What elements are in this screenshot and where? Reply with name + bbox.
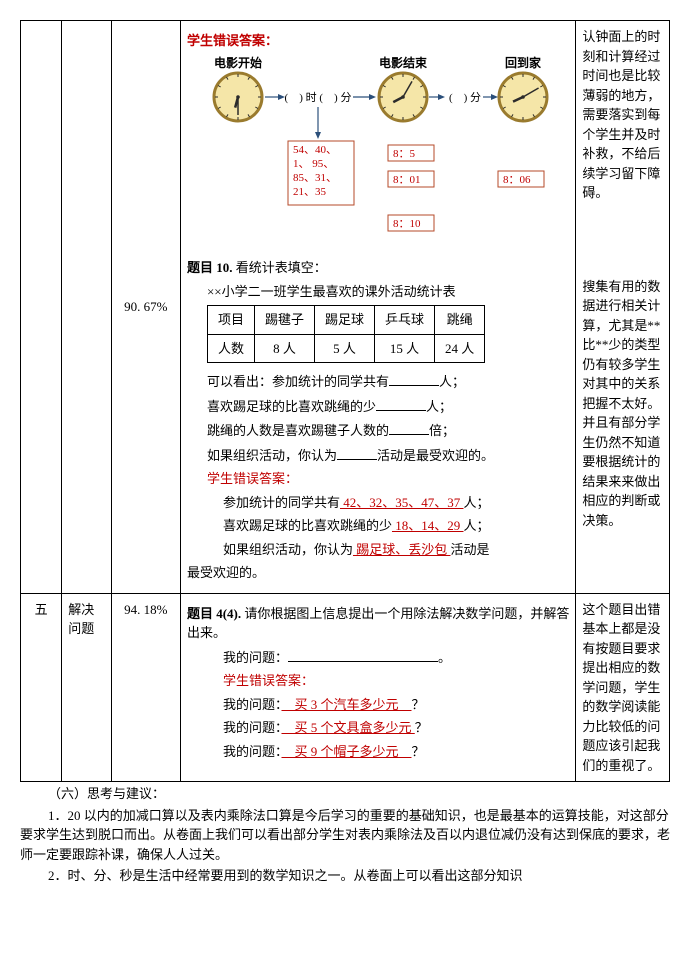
qmark: ？ xyxy=(412,744,425,759)
my-q-label: 我的问题： xyxy=(223,697,282,712)
remark-text: 搜集有用的数据进行相关计算，尤其是**比**少的类型仍有较多学生对其中的关系把握… xyxy=(582,277,663,531)
wrong-text: 人； xyxy=(464,518,490,533)
row-topic-solve: 五 解决问题 94. 18% 题目 4(4). 请你根据图上信息提出一个用除法解… xyxy=(21,593,670,782)
wrong-answer: 买 3 个汽车多少元 xyxy=(281,697,411,712)
wrong-text: 参加统计的同学共有 xyxy=(223,495,340,510)
qmark: ？ xyxy=(412,697,425,712)
blank xyxy=(389,420,429,435)
stat-title: ××小学二一班学生最喜欢的课外活动统计表 xyxy=(187,282,569,302)
footer-heading: （六）思考与建议： xyxy=(20,784,670,804)
svg-text:8：10: 8：10 xyxy=(393,218,421,230)
wrong-answer: 踢足球、丢沙包 xyxy=(353,542,451,557)
q10-title: 题目 10. xyxy=(187,260,233,275)
svg-text:8：5: 8：5 xyxy=(393,148,415,160)
footer-para: 2．时、分、秒是生活中经常要用到的数学知识之一。从卷面上可以看出这部分知识 xyxy=(20,866,670,886)
footer-text: （六）思考与建议： 1．20 以内的加减口算以及表内乘除法口算是今后学习的重要的… xyxy=(20,784,670,886)
remark-cell: 这个题目出错基本上都是没有按题目要求提出相应的数学问题，学生的数学阅读能力比较低… xyxy=(576,593,670,782)
wrong-answer: 42、32、35、47、37 xyxy=(340,495,464,510)
row-topic-10: 90. 67% 学生错误答案： 电影开始 电影结束 回到家 ( ) 时 ( ) 分 ( … xyxy=(21,21,670,594)
section-num: 五 xyxy=(21,593,62,782)
stat-header: 乒乓球 xyxy=(375,306,435,335)
dot: 。 xyxy=(438,650,451,665)
svg-text:8：06: 8：06 xyxy=(503,174,531,186)
blank xyxy=(288,647,438,662)
remark-cell: 认钟面上的时刻和计算经过时间也是比较薄弱的地方，需要落实到每个学生并及时补救，不… xyxy=(576,21,670,594)
svg-text:电影结束: 电影结束 xyxy=(379,55,428,70)
svg-text:( ) 分: ( ) 分 xyxy=(449,91,481,104)
content-cell: 学生错误答案： 电影开始 电影结束 回到家 ( ) 时 ( ) 分 ( ) 分 54、40… xyxy=(180,21,575,594)
wrong-text: 活动是 xyxy=(451,542,490,557)
svg-text:8：01: 8：01 xyxy=(393,174,421,186)
line-text: 活动是最受欢迎的。 xyxy=(377,448,494,463)
my-q-label: 我的问题： xyxy=(223,720,282,735)
line-text: 人； xyxy=(439,374,465,389)
svg-text:回到家: 回到家 xyxy=(505,55,542,70)
footer-para: 1．20 以内的加减口算以及表内乘除法口算是今后学习的重要的基础知识，也是最基本… xyxy=(20,806,670,865)
wrong-text: 如果组织活动，你认为 xyxy=(223,542,353,557)
analysis-table: 90. 67% 学生错误答案： 电影开始 电影结束 回到家 ( ) 时 ( ) 分 ( … xyxy=(20,20,670,782)
wrong-tail: 最受欢迎的。 xyxy=(187,563,569,583)
svg-text:21、35: 21、35 xyxy=(293,186,326,198)
section-label: 解决问题 xyxy=(62,593,111,782)
line-text: 喜欢踢足球的比喜欢跳绳的少 xyxy=(207,399,376,414)
svg-text:( ) 时 ( ) 分: ( ) 时 ( ) 分 xyxy=(285,91,352,104)
stat-header: 踢足球 xyxy=(315,306,375,335)
stat-cell: 15 人 xyxy=(375,334,435,363)
line-text: 可以看出：参加统计的同学共有 xyxy=(207,374,389,389)
wrong-answer: 买 5 个文具盒多少元 xyxy=(281,720,414,735)
qmark: ？ xyxy=(415,720,428,735)
clock-diagram: 电影开始 电影结束 回到家 ( ) 时 ( ) 分 ( ) 分 54、40、 1、 95、 8… xyxy=(187,55,569,251)
pct-cell: 90. 67% xyxy=(111,21,180,594)
q-text: 请你根据图上信息提出一个用除法解决数学问题，并解答出来。 xyxy=(187,606,569,641)
wrong-heading: 学生错误答案： xyxy=(187,469,569,489)
stat-header: 跳绳 xyxy=(435,306,485,335)
q-title: 题目 4(4). xyxy=(187,606,241,621)
wrong-text: 喜欢踢足球的比喜欢跳绳的少 xyxy=(223,518,392,533)
svg-text:85、31、: 85、31、 xyxy=(293,172,337,184)
stat-table: 项目 踢毽子 踢足球 乒乓球 跳绳 人数 8 人 5 人 15 人 24 人 xyxy=(207,305,485,363)
wrong-heading: 学生错误答案： xyxy=(187,31,569,51)
my-q-label: 我的问题： xyxy=(223,744,282,759)
blank xyxy=(389,371,439,386)
blank xyxy=(337,445,377,460)
stat-cell: 5 人 xyxy=(315,334,375,363)
line-text: 如果组织活动，你认为 xyxy=(207,448,337,463)
stat-cell: 8 人 xyxy=(254,334,314,363)
svg-text:54、40、: 54、40、 xyxy=(293,144,337,156)
my-q-label: 我的问题： xyxy=(223,650,288,665)
svg-text:1、 95、: 1、 95、 xyxy=(293,158,334,170)
blank xyxy=(376,396,426,411)
wrong-answer: 买 9 个帽子多少元 xyxy=(281,744,411,759)
wrong-answer: 18、14、29 xyxy=(392,518,464,533)
wrong-text: 人； xyxy=(464,495,490,510)
pct-cell: 94. 18% xyxy=(111,593,180,782)
remark-text: 认钟面上的时刻和计算经过时间也是比较薄弱的地方，需要落实到每个学生并及时补救，不… xyxy=(582,27,663,203)
q10-text: 看统计表填空： xyxy=(236,260,327,275)
svg-text:电影开始: 电影开始 xyxy=(214,55,262,70)
line-text: 跳绳的人数是喜欢踢毽子人数的 xyxy=(207,423,389,438)
stat-header: 踢毽子 xyxy=(254,306,314,335)
stat-header: 项目 xyxy=(207,306,254,335)
content-cell: 题目 4(4). 请你根据图上信息提出一个用除法解决数学问题，并解答出来。 我的… xyxy=(180,593,575,782)
stat-row-label: 人数 xyxy=(207,334,254,363)
wrong-heading: 学生错误答案： xyxy=(187,671,569,691)
stat-cell: 24 人 xyxy=(435,334,485,363)
line-text: 人； xyxy=(426,399,452,414)
line-text: 倍； xyxy=(429,423,455,438)
